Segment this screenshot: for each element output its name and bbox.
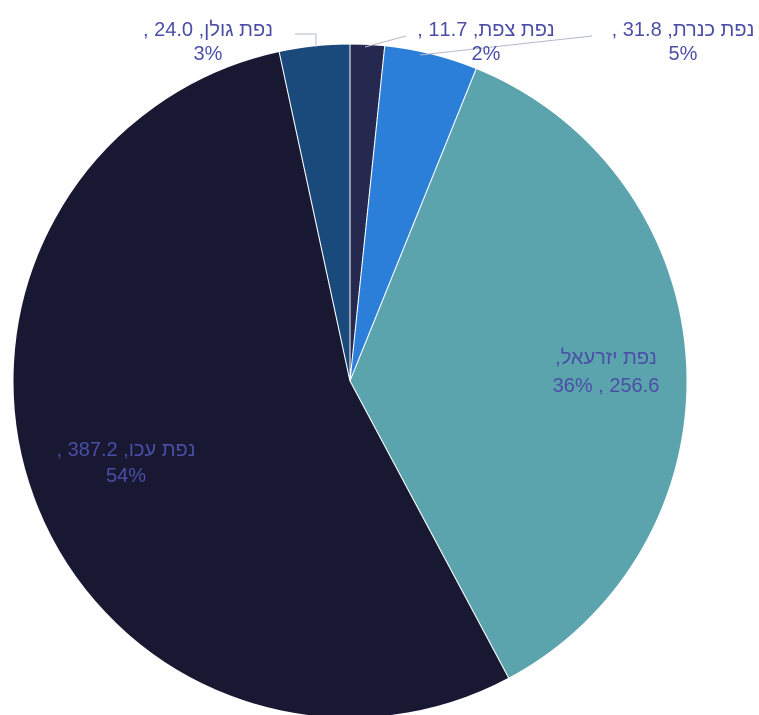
leader-lines [295,33,593,56]
pie-slice-3 [349,67,688,679]
slice-labels: נפת צפת, 11.7 ,2% נפת כנרת, 31.8 ,5% נפת י… [57,19,755,487]
slice-label-1-line1: נפת צפת, 11.7 , [417,19,554,41]
slice-label-2-line2: 5% [669,43,698,65]
slice-label-4-line1: נפת עכו, 387.2 , [57,439,196,461]
slice-label-2-line1: נפת כנרת, 31.8 , [612,19,755,41]
leader-line-5 [295,33,317,47]
slice-label-3-line1: נפת יזרעאל, [555,347,657,369]
pie-slices [12,43,688,715]
slice-label-5-line1: נפת גולן, 24.0 , [143,19,273,41]
leader-line-2 [419,35,593,56]
pie-slice-4 [12,50,510,715]
slice-label-3-line2: 256.6 , 36% [553,375,660,397]
slice-label-4-line2: 54% [106,465,146,487]
pie-slice-5 [278,43,351,382]
leader-line-1 [364,35,407,48]
slice-label-5-line2: 3% [194,43,223,65]
slice-label-1-line2: 2% [472,43,501,65]
